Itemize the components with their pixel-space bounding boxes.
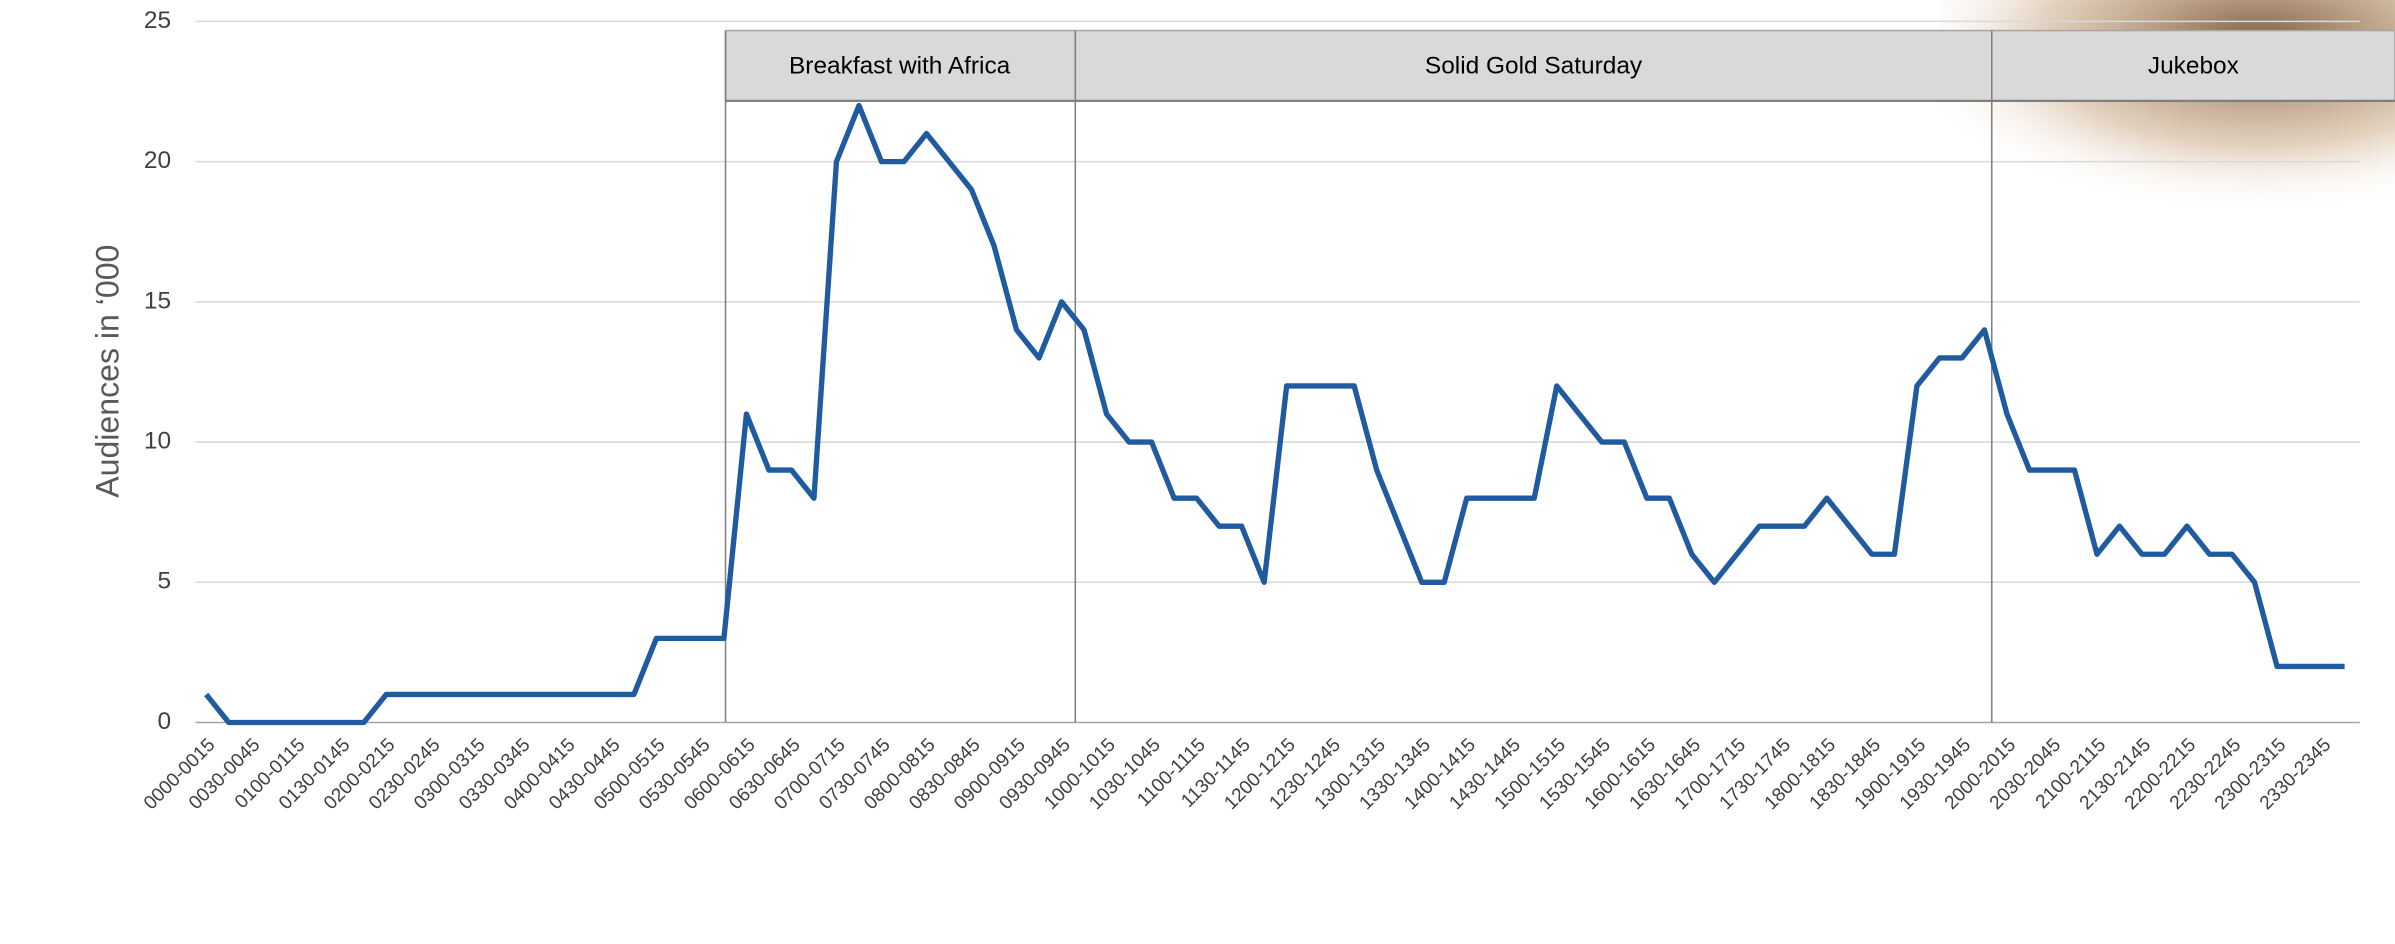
show-label: Jukebox — [2148, 53, 2239, 80]
y-tick-label: 20 — [144, 147, 171, 174]
page: Breakfast with Africa Solid Gold Saturda… — [0, 0, 2395, 944]
y-tick-label: 10 — [144, 428, 171, 455]
y-tick-label: 15 — [144, 287, 171, 314]
y-tick-label: 25 — [144, 7, 171, 34]
show-label: Breakfast with Africa — [789, 53, 1011, 80]
y-tick-label: 0 — [157, 708, 171, 735]
y-axis-title: Audiences in ‘000 — [89, 245, 125, 498]
y-tick-label: 5 — [157, 568, 171, 595]
show-label: Solid Gold Saturday — [1425, 53, 1643, 80]
chart: Breakfast with Africa Solid Gold Saturda… — [0, 0, 2395, 944]
